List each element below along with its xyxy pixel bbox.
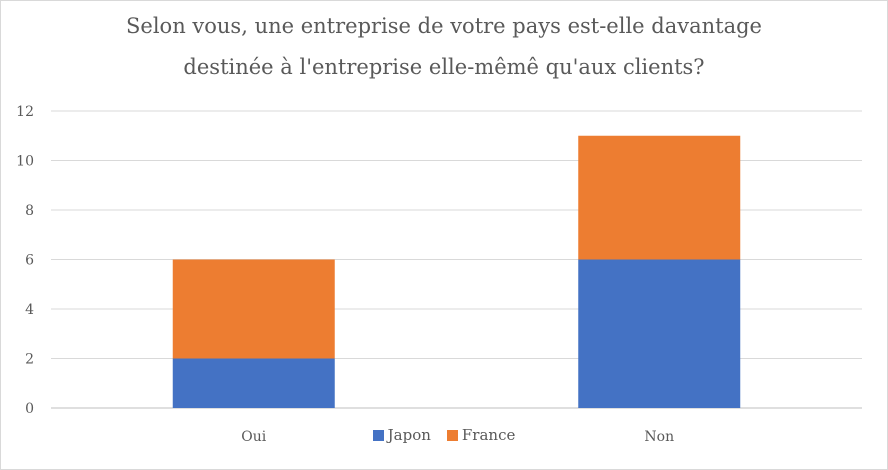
chart-title: Selon vous, une entreprise de votre pays…	[0, 6, 888, 88]
y-tick-label-0: 0	[25, 401, 34, 417]
legend-swatch-japon	[372, 429, 384, 441]
legend-item-japon: Japon	[372, 426, 431, 444]
chart-title-line-2: destinée à l'entreprise elle-mêmê qu'aux…	[183, 55, 705, 79]
x-tick-label-oui: Oui	[241, 429, 266, 445]
y-tick-label-10: 10	[16, 154, 34, 170]
bar-non-japon	[578, 259, 741, 408]
bar-oui-france	[172, 259, 335, 359]
bar-non-france	[578, 135, 741, 260]
y-tick-label-6: 6	[25, 253, 34, 269]
legend-label-france: France	[461, 426, 516, 444]
legend-item-france: France	[446, 426, 516, 444]
y-tick-label-4: 4	[25, 302, 34, 318]
y-tick-label-8: 8	[25, 203, 34, 219]
y-tick-label-2: 2	[25, 352, 34, 368]
x-tick-label-non: Non	[644, 429, 674, 445]
y-axis-ticks: 0 2 4 6 8 10 12	[16, 104, 34, 417]
bars	[172, 135, 741, 408]
legend-label-japon: Japon	[387, 426, 431, 444]
legend-swatch-france	[446, 429, 458, 441]
bar-oui-japon	[172, 358, 335, 408]
y-tick-label-12: 12	[16, 104, 34, 120]
x-axis-ticks: Oui Non	[241, 429, 674, 445]
chart-title-line-1: Selon vous, une entreprise de votre pays…	[126, 14, 762, 38]
gridlines	[51, 110, 862, 409]
legend: Japon France	[0, 426, 888, 444]
